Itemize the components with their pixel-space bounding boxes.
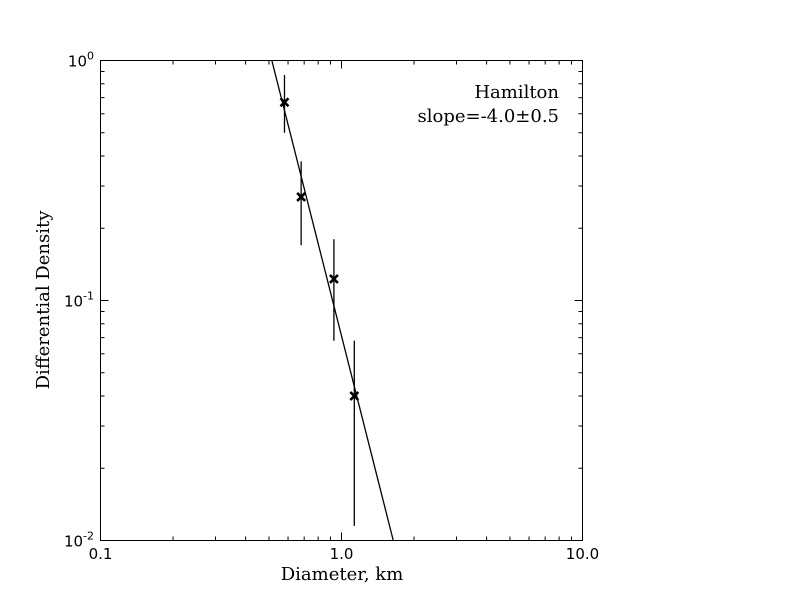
x-axis-label: Diameter, km	[281, 564, 404, 585]
y-tick-label: 100	[68, 50, 94, 71]
x-tick-label: 10.0	[566, 545, 599, 563]
plot-frame	[100, 60, 583, 541]
x-tick-label: 1.0	[330, 545, 354, 563]
data-point	[279, 97, 290, 108]
data-point	[349, 391, 360, 401]
plot-area	[100, 60, 583, 541]
y-tick-label: 10-1	[64, 290, 94, 311]
data-point	[328, 274, 339, 284]
y-tick-label: 10-2	[64, 530, 94, 551]
data-point	[296, 192, 307, 202]
annotation-slope: slope=-4.0±0.5	[417, 106, 559, 127]
y-axis-label: Differential Density	[33, 210, 54, 390]
annotation-title: Hamilton	[474, 82, 559, 103]
fit-line	[271, 60, 394, 541]
minor-ticks	[100, 60, 583, 541]
x-tick-label: 0.1	[89, 545, 113, 563]
